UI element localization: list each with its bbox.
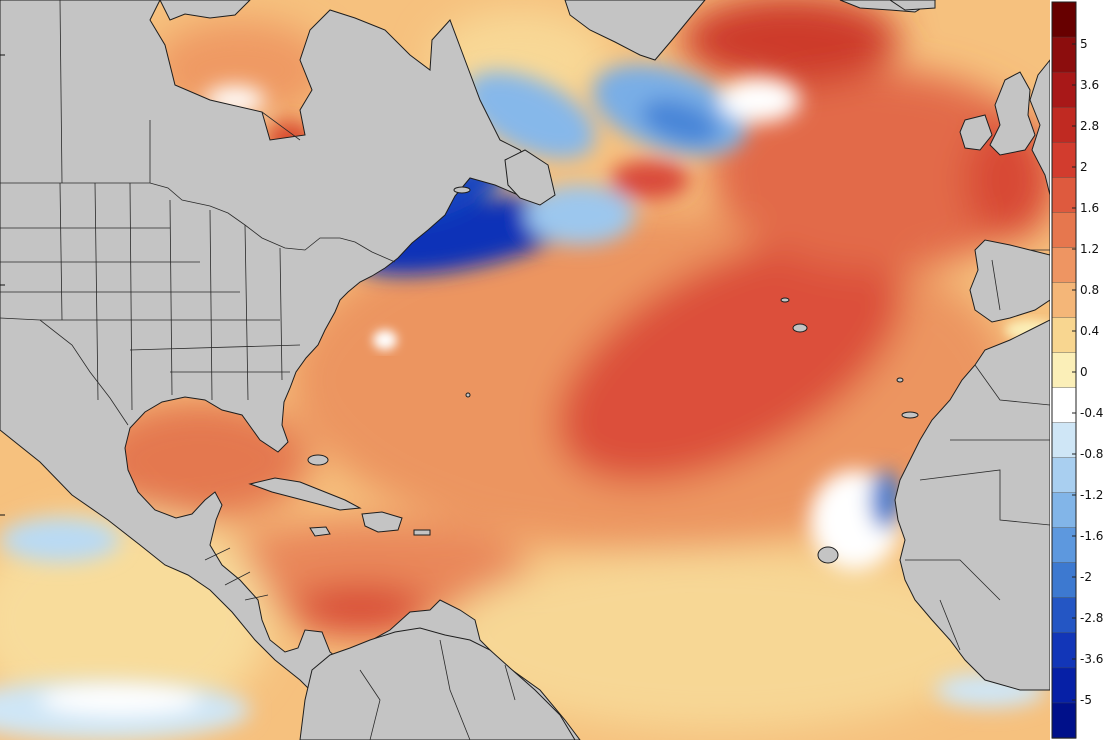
colorbar-swatch <box>1051 282 1077 319</box>
prince-edward-island <box>453 186 471 194</box>
europe-borders <box>991 249 1050 311</box>
colorbar-swatch <box>1051 247 1077 284</box>
colorbar-tick-label: 1.2 <box>1080 242 1099 256</box>
cool-west-africa-coast <box>870 470 900 530</box>
ocean-anomaly-field <box>0 0 1050 740</box>
colorbar-tick-label: 0 <box>1080 365 1088 379</box>
colorbar-tick-label: -1.2 <box>1080 488 1103 502</box>
colorbar-labels: 5 3.6 2.8 2 1.6 1.2 0.8 0.4 0 -0.4 -0.8 -1.2 -1.6 -2 -… <box>1072 37 1103 707</box>
white-pacific-south <box>40 685 200 715</box>
greenland-land <box>564 0 706 61</box>
warm-greenland-sea <box>680 0 900 85</box>
baffin-island-land <box>159 0 251 21</box>
colorbar-swatch <box>1051 597 1077 634</box>
state-lines-2 <box>0 227 301 373</box>
colorbar-swatch <box>1051 422 1077 459</box>
cool-irminger-core <box>641 99 719 145</box>
colorbar-tick-label: 0.4 <box>1080 324 1099 338</box>
colorbar-swatch <box>1051 492 1077 529</box>
colorbar-swatch <box>1051 71 1077 108</box>
warm-caribbean <box>210 520 530 620</box>
colorbar-swatch <box>1051 317 1077 354</box>
africa-borders <box>905 364 1050 651</box>
colorbar-swatch <box>1051 106 1077 143</box>
white-gulf-stream-edge <box>373 330 397 350</box>
iceland-land <box>889 0 936 11</box>
colorbar: 5 3.6 2.8 2 1.6 1.2 0.8 0.4 0 -0.4 -0.8 -1.2 -1.6 -2 -… <box>1051 1 1103 739</box>
colorbar-tick-label: -0.4 <box>1080 406 1103 420</box>
colorbar-swatch <box>1051 457 1077 494</box>
colorbar-swatch <box>1051 387 1077 424</box>
colorbar-swatch <box>1051 212 1077 249</box>
colorbar-tick-label: 2.8 <box>1080 119 1099 133</box>
cool-grand-banks <box>525 185 635 245</box>
azores-islands <box>792 323 808 333</box>
central-america-borders <box>204 547 269 601</box>
colorbar-tick-label: 5 <box>1080 37 1088 51</box>
colorbar-tick-label: 1.6 <box>1080 201 1099 215</box>
colorbar-frame <box>1051 1 1077 739</box>
colorbar-tick-label: -3.6 <box>1080 652 1103 666</box>
canary-islands <box>901 411 919 419</box>
colorbar-swatch <box>1051 141 1077 178</box>
puerto-rico-land <box>413 529 431 536</box>
colorbar-tick-label: -0.8 <box>1080 447 1103 461</box>
warm-uk <box>965 120 1050 240</box>
state-lines-1 <box>59 182 283 411</box>
warm-caribbean-core <box>290 585 430 635</box>
hispaniola-land <box>361 511 403 533</box>
white-irminger-edge <box>720 78 800 122</box>
warm-core-central <box>556 237 904 483</box>
colorbar-swatch <box>1051 632 1077 669</box>
colorbar-swatches <box>1051 1 1077 739</box>
madeira-island <box>896 377 904 383</box>
colorbar-tick-label: 0.8 <box>1080 283 1099 297</box>
colorbar-swatch <box>1051 177 1077 213</box>
colorbar-swatch <box>1051 352 1077 389</box>
cape-verde-islands <box>817 546 839 564</box>
ireland-land <box>959 114 993 151</box>
newfoundland-land <box>504 149 556 206</box>
azores-islands-west <box>780 297 790 303</box>
europe-africa-land <box>894 59 1050 691</box>
colorbar-swatch <box>1051 562 1077 599</box>
warm-ne-canada <box>610 160 690 200</box>
colorbar-swatch <box>1051 702 1077 739</box>
great-britain-land <box>989 71 1036 156</box>
land-masses <box>0 0 1050 740</box>
bahamas-islands <box>307 454 329 466</box>
yellow-south-atlantic <box>440 550 1000 730</box>
colorbar-tick-label: 3.6 <box>1080 78 1099 92</box>
south-america-land <box>299 627 576 740</box>
colorbar-tick-label: -2.8 <box>1080 611 1103 625</box>
colorbar-tick-label: -2 <box>1080 570 1092 584</box>
canada-province-lines <box>59 0 301 184</box>
colorbar-swatch <box>1051 527 1077 564</box>
colorbar-swatch <box>1051 36 1077 73</box>
us-canada-border <box>0 182 396 263</box>
cool-pacific-mex <box>0 518 120 562</box>
colorbar-swatch <box>1051 667 1077 704</box>
jamaica-land <box>309 526 331 537</box>
cuba-land <box>248 477 362 511</box>
colorbar-tick-label: -1.6 <box>1080 529 1103 543</box>
south-america-borders <box>359 639 516 740</box>
colorbar-swatch <box>1051 1 1077 38</box>
left-tick-marks <box>0 54 5 516</box>
colorbar-tick-label: 2 <box>1080 160 1088 174</box>
bermuda-island <box>465 392 471 398</box>
political-borders <box>0 0 1050 740</box>
us-mexico-border <box>0 317 129 426</box>
colorbar-tick-label: -5 <box>1080 693 1092 707</box>
